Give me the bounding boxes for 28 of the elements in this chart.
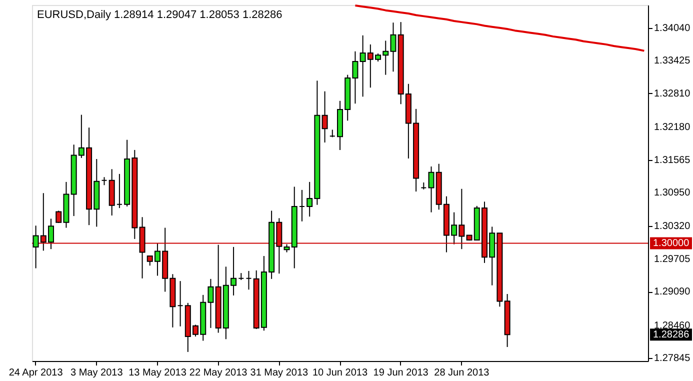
x-tick-label: 24 Apr 2013 [8, 368, 64, 378]
x-tick-label: 3 May 2013 [70, 368, 124, 378]
chart-title: EURUSD,Daily 1.28914 1.29047 1.28053 1.28286 [37, 9, 282, 21]
y-tick-label: 1.28460 [654, 320, 691, 332]
candlestick [116, 173, 122, 209]
y-tick-label: 1.30320 [654, 221, 691, 232]
x-tick-label: 13 May 2013 [128, 368, 187, 378]
x-tick-label: 28 Jun 2013 [434, 368, 490, 378]
y-tick-label: 1.27845 [654, 353, 691, 364]
candlestick [298, 189, 305, 222]
candlestick [246, 270, 252, 290]
y-tick-label: 1.29705 [654, 254, 691, 265]
candlestick [177, 280, 184, 327]
line-series [354, 4, 646, 52]
x-tick-label: 22 May 2013 [189, 368, 248, 378]
x-tick-label: 10 Jun 2013 [312, 368, 368, 378]
y-tick-label: 1.33425 [654, 56, 691, 67]
y-tick-label: 1.31565 [654, 154, 691, 166]
y-tick-label: 1.30950 [654, 188, 691, 199]
x-tick-label: 31 May 2013 [250, 368, 308, 378]
ref-line-label: 1.30000 [653, 238, 690, 250]
y-tick-label: 1.32810 [654, 88, 691, 100]
text: 1.28286 [653, 330, 690, 341]
y-tick-label: 1.32180 [654, 122, 691, 134]
y-tick-label: 1.34040 [654, 22, 691, 34]
y-tick-label: 1.29090 [654, 286, 691, 298]
candlestick [322, 90, 328, 143]
x-tick-label: 19 Jun 2013 [373, 368, 429, 378]
